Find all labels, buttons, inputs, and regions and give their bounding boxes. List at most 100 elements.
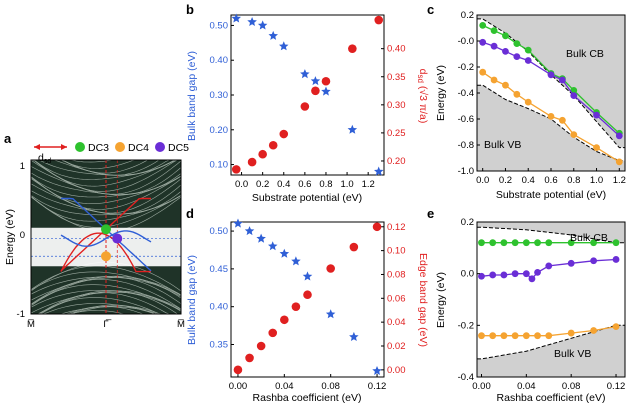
a-xtick-gamma: Γ̅ [103,319,111,330]
bulk-gap-star [291,256,301,266]
ytick-right-label: 0.25 [387,128,406,139]
panel-b-marks [231,13,384,176]
dc5-point [558,76,566,84]
dc4-point [593,144,600,152]
a-ytick-1: 1 [20,161,25,172]
ytick-label: -0.0 [458,36,474,47]
dc3-point [511,239,519,247]
dc4-point [534,332,541,340]
ytick-left-label: 0.30 [210,90,229,101]
red-circle-point [280,315,289,325]
dc5-point [522,270,530,278]
red-circle-point [268,140,278,150]
xtick-label: 0.00 [229,381,248,392]
xtick-label: 0.2 [499,175,512,186]
ytick-label: 0.0 [461,269,474,280]
xtick-label: 0.04 [517,381,536,392]
xtick-label: 0.4 [277,179,290,190]
xtick-label: 1.2 [613,175,626,186]
ytick-label: 0.2 [461,10,474,21]
dc3-point [479,22,487,29]
dirac-point-dc5 [112,233,123,244]
conduction-band-line [30,159,181,180]
dc5-point [567,259,575,267]
xtick-label: 0.8 [567,175,580,186]
dc5-point [593,111,600,119]
dc4-point [590,327,598,334]
red-circle-point [374,15,384,25]
xtick-label: 1.0 [590,175,603,186]
b-ylabel-right-suffix: (√3 π/a) [417,83,429,123]
red-circle-point [256,341,266,351]
b-ylabel-right-d: d [417,69,429,75]
legend-dc4-marker [115,142,125,152]
dc5-point [547,71,555,79]
bulk-gap-star [349,331,359,341]
dsd-label: dsd [38,152,51,165]
c-ylabel: Energy (eV) [435,65,447,121]
dc5-point [590,257,598,265]
xtick-label: 0.0 [235,179,248,190]
a-xtick-m-left: M̅ [27,319,35,330]
ytick-left-label: 0.50 [210,226,229,237]
dc5-point [570,92,578,99]
dc4-line [482,71,620,163]
panel-b-frame [230,14,385,176]
bulk-gap-star [372,366,382,375]
ytick-label: -1.0 [458,166,474,177]
dc4-point [513,90,521,98]
bulk-gap-star [233,218,243,228]
panel-b-ticks: 0.0 0.2 0.4 0.6 0.8 1.0 1.2 0.50 0.40 0.30 0.20 0.1… [210,20,406,190]
dc5-point [513,53,521,60]
b-xlabel: Substrate potential (eV) [252,192,362,204]
d-ylabel-right: Edge band gap (eV) [417,253,429,347]
panel-letter-c: c [427,2,434,17]
c-annot-bulk-vb: Bulk VB [484,139,521,151]
e-ylabel: Energy (eV) [435,272,447,328]
dc4-point [478,332,485,340]
ytick-label: 0.2 [461,217,474,228]
red-circle-point [372,222,382,232]
dc4-point [558,116,566,124]
dc4-point [489,332,497,340]
dirac-point-dc4 [101,251,111,262]
panel-c-content: 0.0 0.2 0.4 0.6 0.8 1.0 1.2 0.2 -0.0 -0.2 -0.4 -0.6… [458,10,626,186]
dc4-point [567,329,575,337]
panel-e-energy-vs-rashba: 0.00 0.04 0.08 0.12 0.2 0.0 -0.2 -0.4 Bulk CB B… [435,217,626,404]
panel-d-ticks: 0.00 0.04 0.08 0.12 0.50 0.45 0.40 0.35 0.12 0.10… [210,222,406,392]
bulk-gap-star [321,86,331,96]
valence-band-line [30,279,182,310]
dc5-point [478,272,485,280]
dc5-point [524,57,532,64]
xtick-label: 0.0 [476,175,489,186]
dc3-line [482,24,620,134]
dc3-point [489,239,497,247]
edge-state-blue-2 [60,230,152,247]
ytick-left-label: 0.35 [210,339,229,350]
red-circle-point [231,165,241,174]
red-circle-point [348,44,357,53]
red-circle-point [291,302,301,311]
panel-a-frame [30,159,182,315]
red-circle-point [258,149,267,159]
xtick-label: 0.08 [562,381,581,392]
b-ylabel-right-sub: sd [416,74,425,82]
bulk-gap-star [256,233,266,243]
edge-state-red-2 [60,232,151,273]
dc5-point [502,48,509,55]
bulk-vb-edge-line [477,84,625,162]
ytick-right-label: 0.12 [387,222,406,233]
dc4-point [615,158,623,166]
ytick-left-label: 0.40 [210,302,229,313]
xtick-label: 0.00 [472,381,491,392]
panel-a-legend: dsd DC3 DC4 DC5 [34,142,189,165]
dc3-point [570,87,578,94]
xtick-label: 0.8 [319,179,332,190]
ytick-left-label: 0.40 [210,55,229,66]
xtick-label: 0.12 [368,381,387,392]
ytick-label: -0.2 [458,320,474,331]
red-circle-point [245,353,254,363]
ytick-left-label: 0.45 [210,264,229,275]
ytick-label: -0.6 [458,114,474,125]
